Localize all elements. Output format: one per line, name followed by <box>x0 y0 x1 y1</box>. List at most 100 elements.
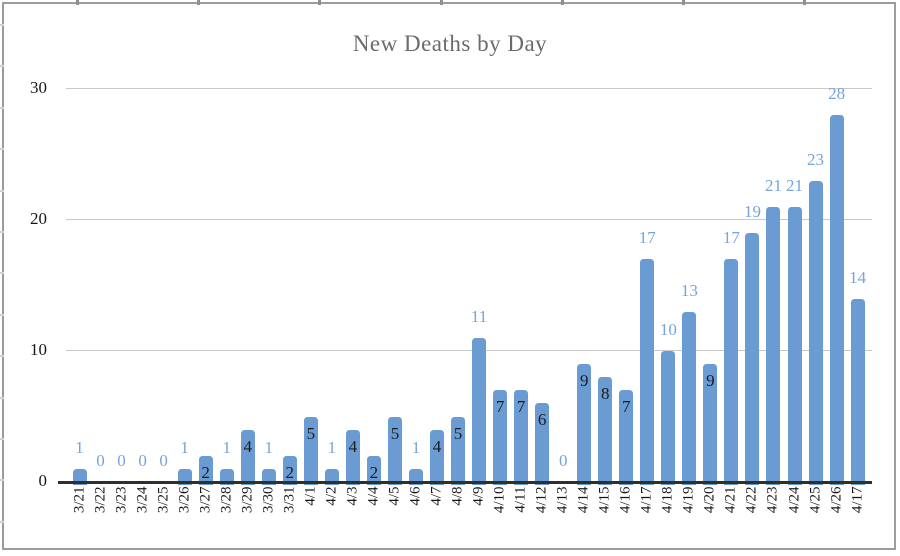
x-axis-label: 4/4 <box>365 486 382 506</box>
bar-value-label: 2 <box>201 462 210 482</box>
row-gridline-tick <box>0 148 4 151</box>
x-axis-label: 4/8 <box>449 486 466 506</box>
bar-value-label: 5 <box>306 423 316 443</box>
bar-value-label: 14 <box>849 267 867 287</box>
bar <box>219 468 234 485</box>
x-axis-label: 3/22 <box>92 486 109 514</box>
x-axis-label: 4/20 <box>701 486 718 514</box>
x-axis-label: 4/17 <box>849 486 866 514</box>
column-gridline-tick <box>197 0 201 5</box>
bar-value-label: 8 <box>601 384 610 404</box>
x-axis-label: 4/12 <box>533 486 550 514</box>
x-axis-label: 4/19 <box>680 486 697 514</box>
bar-value-label: 1 <box>222 437 231 457</box>
row-gridline-tick <box>0 438 4 440</box>
bar <box>366 455 381 485</box>
y-axis-label: 10 <box>30 340 47 359</box>
gridline <box>66 350 872 351</box>
bar <box>303 416 318 485</box>
bar-value-label: 6 <box>537 410 547 430</box>
row-gridline-tick <box>0 396 4 399</box>
y-axis-label: 0 <box>38 471 48 490</box>
bar <box>430 429 444 485</box>
bar-value-label: 2 <box>285 462 295 482</box>
bar <box>703 364 718 485</box>
bar-value-label: 21 <box>786 175 804 195</box>
bar-value-label: 19 <box>743 202 761 222</box>
bar <box>472 337 487 485</box>
x-axis-label: 4/5 <box>386 486 403 506</box>
x-axis-label: 4/17 <box>638 486 655 514</box>
x-axis-label: 4/21 <box>722 486 739 514</box>
bar <box>787 206 802 485</box>
bar <box>745 233 760 485</box>
x-axis-label: 4/25 <box>807 486 824 514</box>
row-gridline-tick <box>0 24 4 26</box>
gridline <box>66 219 872 220</box>
x-axis-label: 4/11 <box>512 486 529 513</box>
x-axis-label: 3/25 <box>155 486 172 514</box>
bar-value-label: 5 <box>390 423 400 443</box>
bar <box>829 115 844 485</box>
bar-value-label: 7 <box>495 397 505 417</box>
bar <box>598 377 613 485</box>
x-axis-label: 3/29 <box>239 486 256 514</box>
bar <box>72 468 87 485</box>
bar-value-label: 17 <box>722 228 740 248</box>
row-gridline-tick <box>0 355 4 358</box>
column-gridline-tick <box>318 0 322 5</box>
chart-title: New Deaths by Day <box>352 31 548 56</box>
row-gridline-tick <box>0 65 4 68</box>
column-gridline-tick <box>682 0 685 5</box>
x-axis-label: 4/26 <box>828 486 845 514</box>
bar-value-label: 17 <box>638 228 656 248</box>
x-axis-label: 4/1 <box>302 486 319 506</box>
bar <box>682 311 697 485</box>
x-axis-label: 4/10 <box>491 486 508 514</box>
x-axis-line <box>58 481 872 484</box>
plot-area: 1 0 0 0 0 1 2 1 4 1 2 5 1 4 2 5 1 4 5 11 7 7 6 0 9 8 7 17 10 13 9 17 19 2… <box>58 84 872 485</box>
x-axis-label: 4/14 <box>575 486 592 514</box>
x-axis-label: 4/15 <box>596 486 613 514</box>
x-axis-label: 3/23 <box>113 486 130 514</box>
bar-value-label: 9 <box>706 371 715 391</box>
column-gridline-tick <box>560 0 564 5</box>
bar-value-label: 4 <box>432 436 442 456</box>
bar <box>661 351 676 485</box>
bar <box>535 403 550 485</box>
bar-value-label: 0 <box>117 451 126 470</box>
bar <box>850 298 865 485</box>
gridline <box>66 88 872 89</box>
x-axis-label: 3/26 <box>176 486 193 514</box>
bar-value-label: 4 <box>348 436 358 456</box>
row-gridline-tick <box>0 313 4 316</box>
bar-value-label: 1 <box>411 437 421 457</box>
bar <box>619 390 634 485</box>
x-axis-label: 4/3 <box>344 486 361 506</box>
bar <box>577 364 592 485</box>
bar-value-label: 7 <box>516 397 526 417</box>
bar-value-label: 28 <box>828 84 846 104</box>
column-gridline-tick <box>803 0 807 5</box>
bar-value-label: 5 <box>453 423 463 443</box>
x-axis-label: 4/7 <box>428 486 445 506</box>
bar-value-label: 1 <box>180 437 189 457</box>
bar <box>387 416 402 485</box>
bar-value-label: 0 <box>159 451 168 470</box>
bar-value-label: 0 <box>138 451 147 470</box>
bar-value-label: 1 <box>327 437 337 457</box>
bar-value-label: 7 <box>622 397 631 417</box>
x-axis-label: 3/27 <box>197 486 214 514</box>
bar-value-label: 23 <box>807 149 825 169</box>
bar <box>282 455 297 485</box>
y-axis-label: 20 <box>30 209 47 228</box>
x-axis-label: 4/24 <box>786 486 803 514</box>
row-gridline-tick <box>0 231 4 233</box>
bar-value-label: 4 <box>243 436 252 456</box>
bar <box>408 468 423 485</box>
x-axis-label: 4/6 <box>407 486 424 506</box>
bar <box>724 259 739 485</box>
bar-value-label: 21 <box>764 175 782 195</box>
y-axis-label: 30 <box>30 78 47 97</box>
bar <box>808 180 823 485</box>
